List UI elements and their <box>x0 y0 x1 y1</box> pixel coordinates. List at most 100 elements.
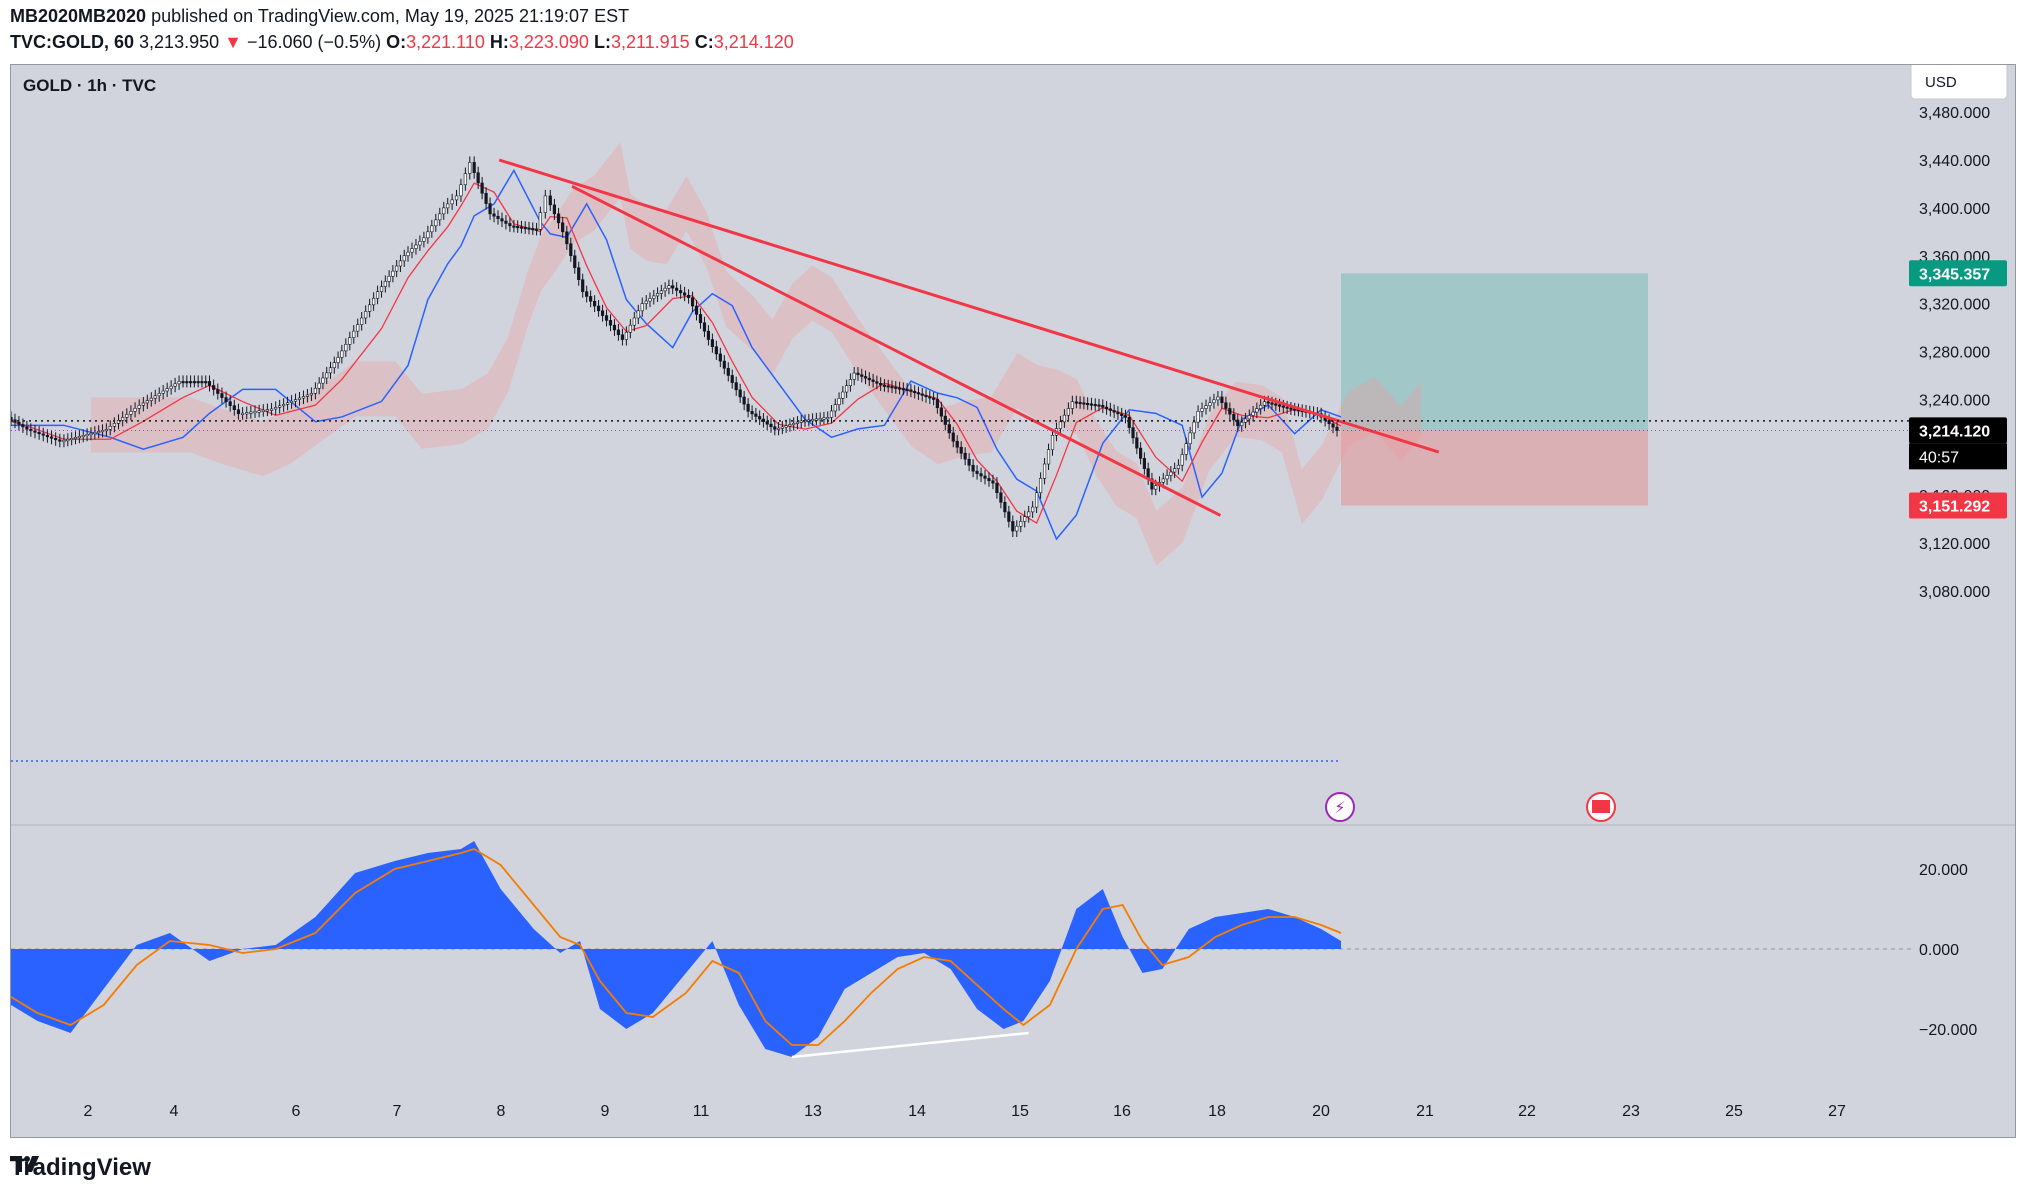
time-tick-label: 14 <box>908 1103 926 1120</box>
candle-body <box>991 480 995 484</box>
candle-body <box>1074 401 1078 404</box>
target-zone <box>1341 273 1648 431</box>
candle-body <box>1208 402 1212 406</box>
candle-body <box>644 300 648 304</box>
candle-body <box>920 393 924 396</box>
candle-body <box>387 275 391 282</box>
candle-body <box>249 411 253 414</box>
candle-body <box>1327 420 1331 425</box>
candle-body <box>1127 417 1131 428</box>
current-price-label-countdown-bg <box>1909 443 2007 470</box>
candle-body <box>66 438 70 442</box>
candle-body <box>169 385 173 389</box>
candle-body <box>905 388 909 391</box>
candle-body <box>257 410 261 413</box>
candle-body <box>77 435 81 439</box>
candle-body <box>848 379 853 386</box>
candle-body <box>746 403 750 412</box>
candle-body <box>344 344 348 352</box>
last-price: 3,213.950 <box>139 32 220 52</box>
candle-body <box>671 285 675 289</box>
candle-body <box>890 386 894 389</box>
candle-body <box>54 437 58 441</box>
candle-body <box>1165 475 1169 480</box>
us-flag-stripes-icon <box>1592 800 1610 813</box>
candle-body <box>776 427 781 430</box>
candle-body <box>1251 411 1255 416</box>
candle-body <box>795 421 800 424</box>
candle-body <box>959 446 963 454</box>
candle-body <box>955 440 959 448</box>
candle-body <box>245 412 249 415</box>
tradingview-logo-icon <box>10 1156 39 1172</box>
candle-body <box>45 434 49 438</box>
candle-body <box>25 426 29 430</box>
candle-body <box>1176 464 1181 469</box>
candle-body <box>714 346 718 355</box>
price-change: −16.060 (−0.5%) <box>246 32 382 52</box>
time-tick-label: 2 <box>84 1103 93 1120</box>
candle-body <box>93 431 97 435</box>
price-tick-label: 3,120.000 <box>1919 536 1990 553</box>
candle-body <box>232 405 236 410</box>
chart-canvas[interactable]: ⚡ 3,480.0003,440.0003,400.0003,360.0003,… <box>11 65 2015 1137</box>
candle-body <box>196 381 200 384</box>
candle-body <box>1331 423 1335 428</box>
candle-body <box>62 439 66 443</box>
candle-body <box>531 228 535 231</box>
trendline <box>571 184 1222 517</box>
chart-frame[interactable]: ⚡ 3,480.000 3,440.000 3,400.000 3,360.000 3,… <box>10 64 2016 1138</box>
candle-body <box>125 414 129 418</box>
candle-body <box>667 285 671 289</box>
candle-body <box>165 388 169 392</box>
candle-body <box>200 381 204 384</box>
macd-tick-label: 0.000 <box>1919 942 1959 959</box>
candle-body <box>1228 408 1232 415</box>
candle-body <box>589 296 593 302</box>
candle-body <box>924 394 928 398</box>
candle-body <box>1046 449 1051 465</box>
candle-body <box>1243 418 1248 423</box>
candle-body <box>348 337 352 345</box>
candle-body <box>450 199 454 205</box>
candle-body <box>852 372 856 380</box>
candle-body <box>1196 411 1200 423</box>
candle-body <box>297 397 302 400</box>
candle-body <box>901 388 905 391</box>
open-label: O: <box>386 32 407 52</box>
candle-body <box>1097 404 1101 407</box>
candle-body <box>129 411 133 415</box>
candle-body <box>336 357 340 363</box>
currency-button[interactable] <box>1910 65 2008 100</box>
candle-body <box>694 305 699 315</box>
candle-body <box>773 426 777 430</box>
candle-body <box>1184 443 1188 455</box>
time-tick-label: 20 <box>1312 1103 1330 1120</box>
candle-body <box>1270 402 1274 405</box>
candle-body <box>278 405 282 408</box>
candle-body <box>1247 415 1251 420</box>
candle-body <box>742 396 746 405</box>
macd-tick-label: −20.000 <box>1919 1022 1977 1039</box>
current-price-label: 3,214.120 <box>1919 423 1990 440</box>
divergence-line <box>791 1031 1029 1059</box>
candle-body <box>1212 399 1216 404</box>
candle-body <box>508 223 512 227</box>
candle-body <box>620 334 625 340</box>
candle-body <box>659 290 663 294</box>
candle-body <box>430 225 434 233</box>
candle-body <box>285 402 290 405</box>
candle-body <box>577 267 581 280</box>
candle-body <box>1232 413 1236 421</box>
candle-body <box>1173 468 1177 473</box>
candle-body <box>1266 401 1270 404</box>
candle-body <box>442 207 446 215</box>
candle-body <box>738 389 742 398</box>
candle-body <box>1062 414 1067 423</box>
current-price-label-countdown: 40:57 <box>1919 449 1959 466</box>
price-tick-label: 3,480.000 <box>1919 105 1990 122</box>
candle-body <box>149 397 153 401</box>
candle-body <box>935 399 939 409</box>
candle-body <box>476 172 480 184</box>
time-tick-label: 16 <box>1113 1103 1131 1120</box>
